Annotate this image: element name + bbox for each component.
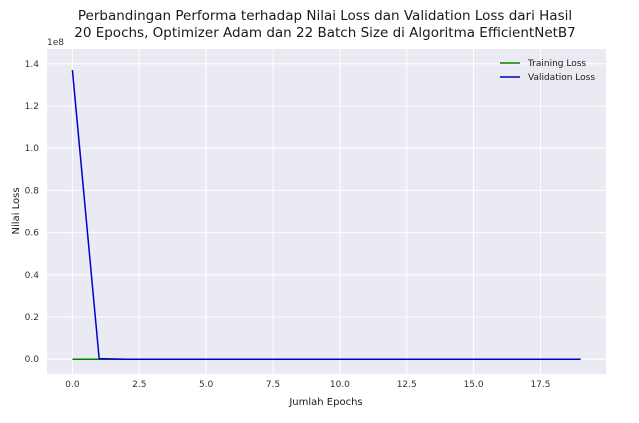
y-axis-label: Nilai Loss [11,187,22,234]
y-tick-label: 0.8 [25,186,40,196]
y-tick-label: 0.2 [25,313,39,323]
series-line-validation-loss [71,70,581,360]
chart-title-line-1: Perbandingan Performa terhadap Nilai Los… [78,8,572,24]
chart-title-line-2: 20 Epochs, Optimizer Adam dan 22 Batch S… [74,25,576,41]
legend-label: Validation Loss [528,73,595,83]
legend-label: Training Loss [527,59,586,69]
x-tick-label: 17.5 [530,380,550,390]
legend: Training Loss Validation Loss [500,59,595,83]
x-tick-label: 2.5 [132,380,146,390]
y-tick-label: 0.0 [25,355,40,365]
y-tick-label: 0.4 [25,271,40,281]
data-series [71,70,581,360]
x-tick-label: 0.0 [65,380,80,390]
x-tick-label: 5.0 [199,380,214,390]
y-tick-label: 1.2 [25,102,39,112]
grid-lines [47,49,606,374]
y-offset-label: 1e8 [47,38,64,48]
x-tick-label: 10.0 [330,380,350,390]
plot-area [47,49,606,374]
tick-labels: 0.0 2.5 5.0 7.5 10.0 12.5 15.0 17.5 0.0 0.2 0.4 0.6… [25,60,551,390]
y-tick-label: 0.6 [25,229,40,239]
y-tick-label: 1.0 [25,144,40,154]
y-tick-label: 1.4 [25,60,40,70]
x-axis-label: Jumlah Epochs [288,397,362,408]
x-tick-label: 15.0 [464,380,484,390]
x-tick-label: 12.5 [397,380,417,390]
x-tick-label: 7.5 [266,380,280,390]
